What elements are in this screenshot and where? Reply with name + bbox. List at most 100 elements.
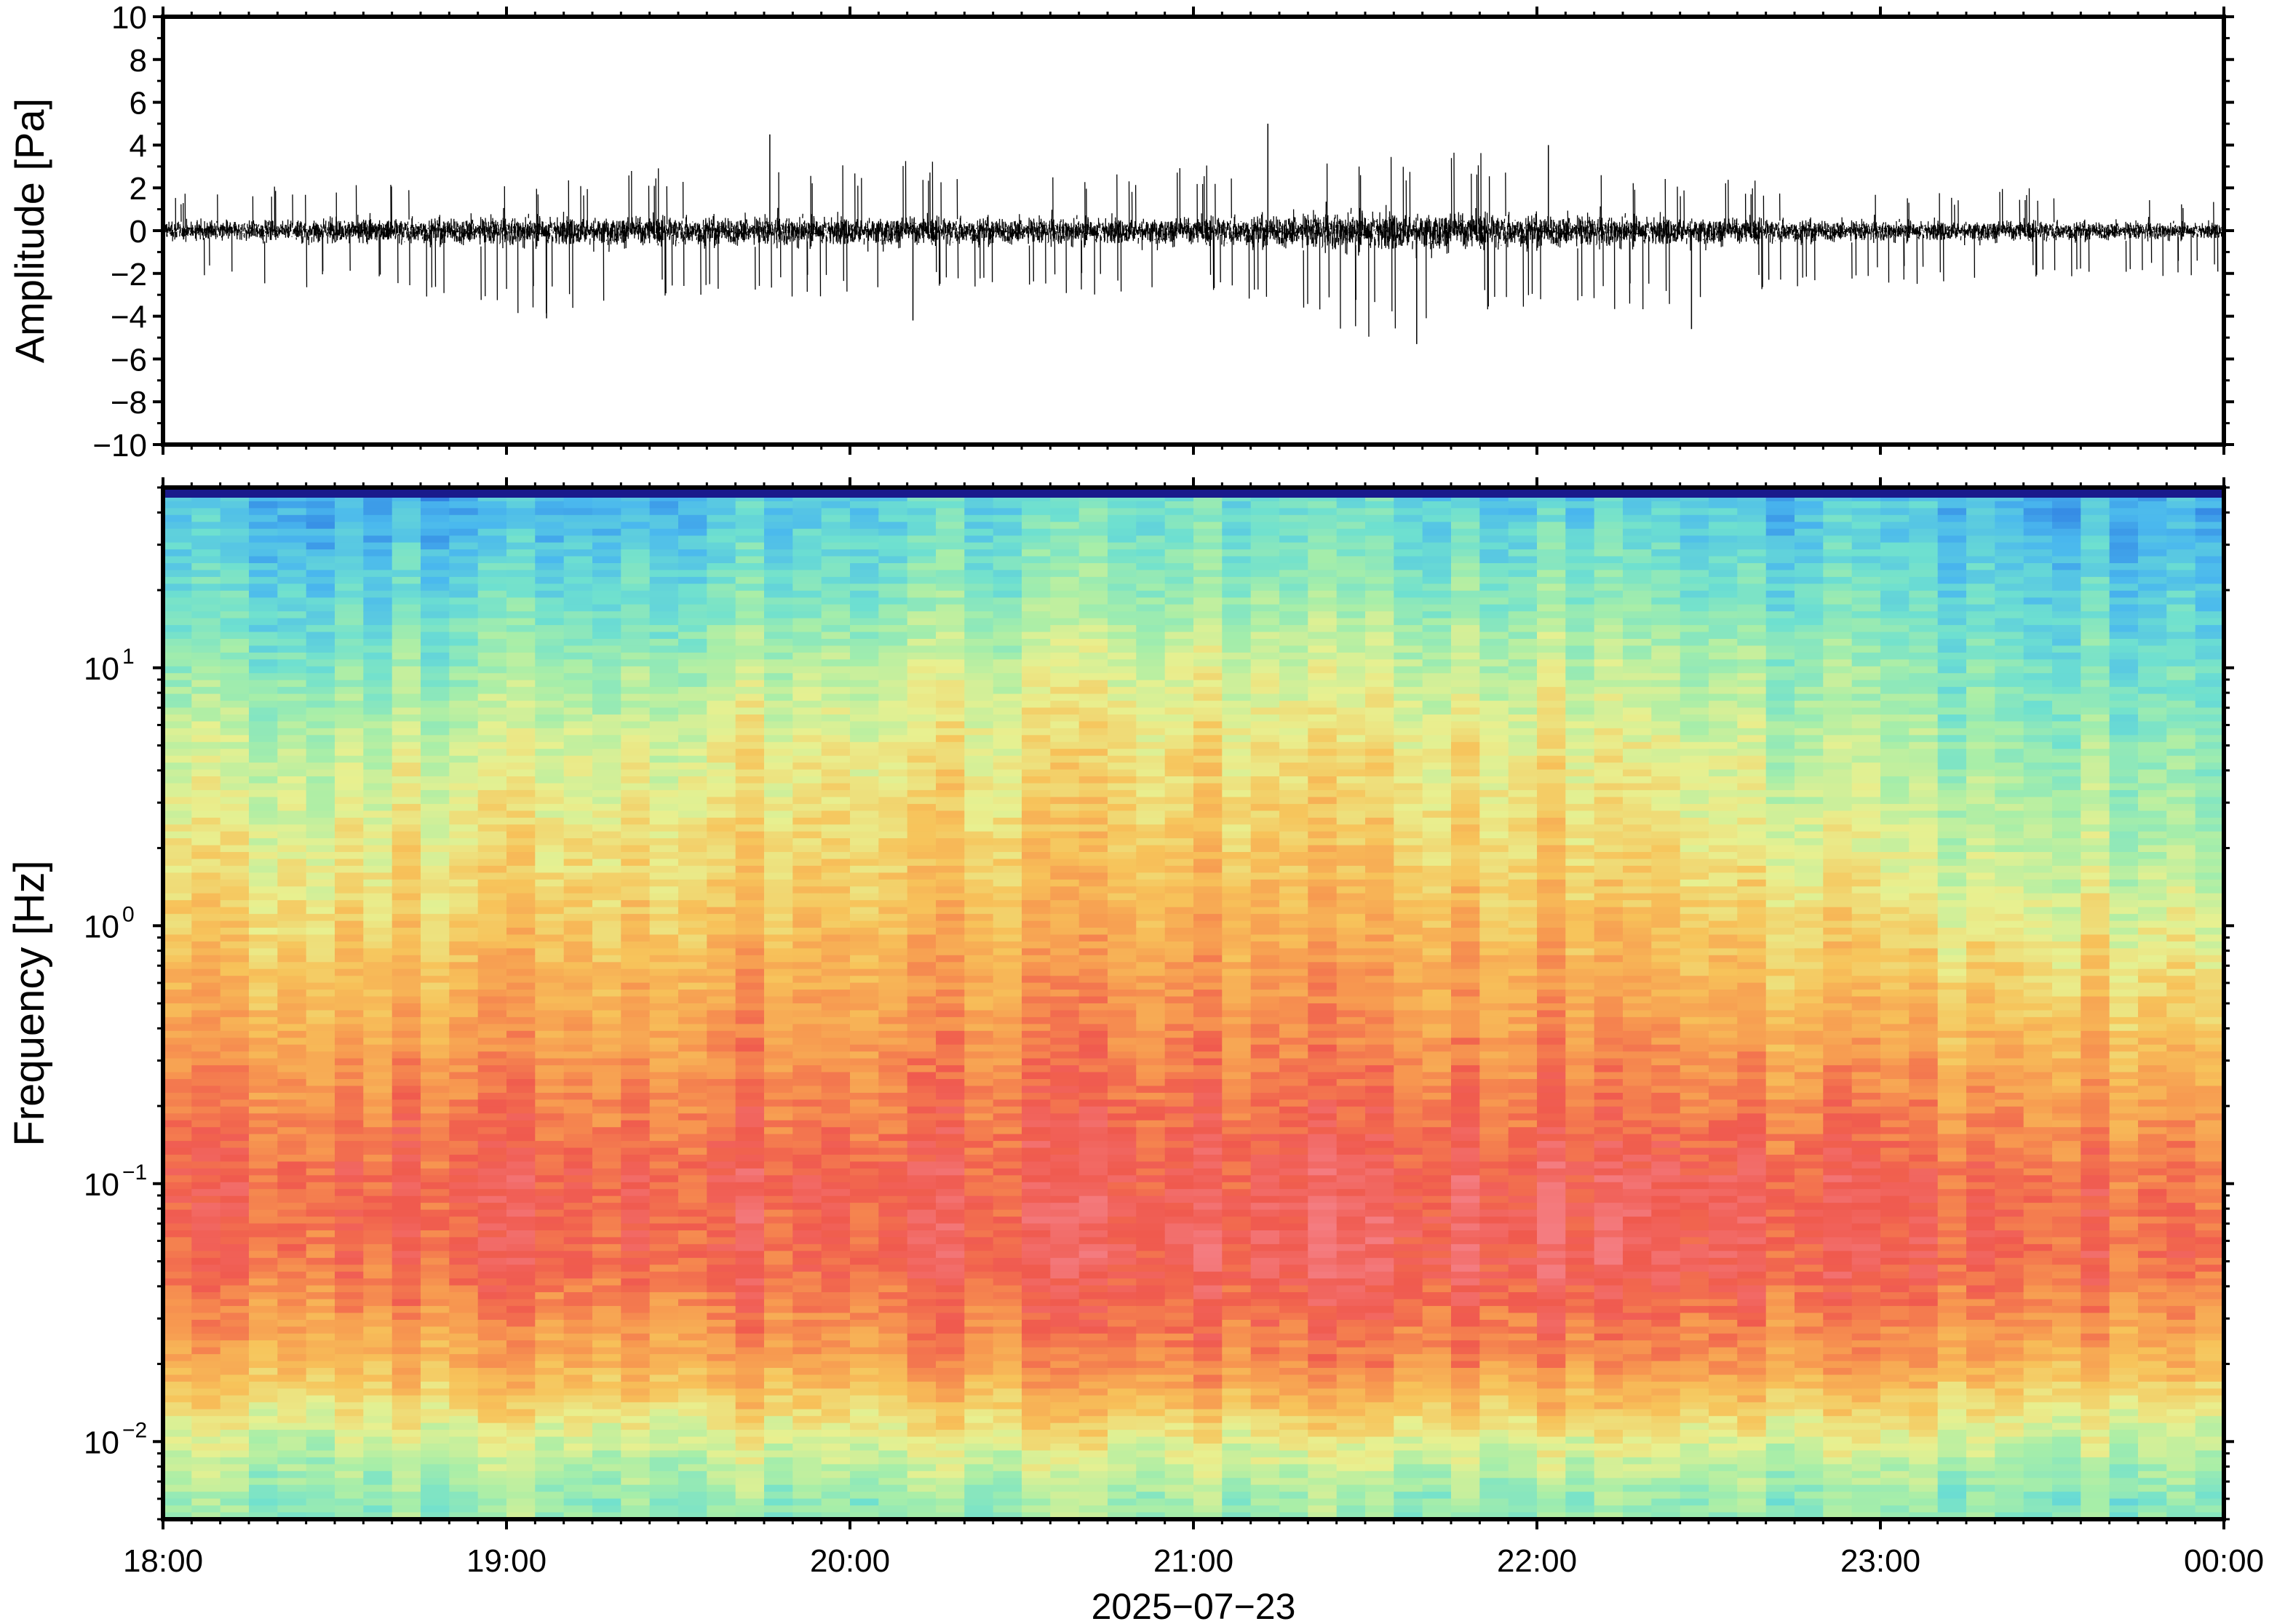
spectrogram-cell [764, 914, 794, 922]
spectrogram-cell [993, 1223, 1022, 1231]
spectrogram-cell [277, 1257, 307, 1266]
spectrogram-cell [649, 1195, 679, 1203]
spectrogram-cell [535, 907, 565, 915]
spectrogram-cell [821, 715, 851, 723]
spectrogram-cell [993, 1010, 1022, 1018]
spectrogram-cell [191, 1203, 221, 1211]
spectrogram-cell [1022, 934, 1052, 942]
spectrogram-cell [335, 920, 365, 928]
spectrogram-cell [649, 1030, 679, 1039]
spectrogram-cell [764, 715, 794, 723]
spectrogram-cell [277, 721, 307, 729]
spectrogram-cell [821, 576, 851, 585]
spectrogram-cell [993, 1484, 1022, 1492]
spectrogram-cell [878, 852, 908, 860]
spectrogram-cell [764, 1072, 794, 1080]
spectrogram-cell [850, 701, 880, 709]
spectrogram-cell [621, 522, 651, 530]
spectrogram-cell [821, 968, 851, 976]
spectrogram-cell [993, 659, 1022, 667]
spectrogram-cell [678, 996, 708, 1004]
spectrogram-cell [1050, 907, 1080, 915]
spectrogram-cell [506, 797, 536, 805]
spectrogram-cell [707, 872, 736, 880]
spectrogram-cell [850, 1265, 880, 1273]
spectrogram-cell [506, 1292, 536, 1300]
spectrogram-cell [907, 886, 937, 894]
spectrogram-cell [506, 549, 536, 557]
spectrogram-cell [707, 831, 736, 839]
spectrogram-cell [792, 549, 822, 557]
spectrogram-cell [707, 996, 736, 1004]
spectrogram-cell [1050, 797, 1080, 805]
spectrogram-cell [163, 741, 193, 750]
spectrogram-cell [621, 1484, 651, 1492]
spectrogram-cell [649, 1257, 679, 1266]
spectrogram-cell [392, 1313, 421, 1321]
spectrogram-cell [649, 907, 679, 915]
spectrogram-cell [792, 1492, 822, 1500]
spectrogram-cell [277, 1313, 307, 1321]
spectrogram-cell [649, 645, 679, 653]
spectrogram-cell [563, 955, 593, 963]
spectrogram-cell [621, 776, 651, 784]
spectrogram-cell [764, 1409, 794, 1417]
spectrogram-cell [850, 1010, 880, 1018]
spectrogram-cell [764, 618, 794, 626]
spectrogram-cell [993, 1065, 1022, 1073]
spectrogram-cell [363, 1044, 393, 1052]
spectrogram-cell [1022, 920, 1052, 928]
spectrogram-cell [678, 1484, 708, 1492]
spectrogram-cell [907, 1464, 937, 1472]
spectrogram-cell [392, 1484, 421, 1492]
spectrogram-cell [335, 556, 365, 564]
spectrogram-cell [678, 645, 708, 653]
spectrogram-cell [306, 1450, 335, 1458]
spectrogram-cell [506, 1436, 536, 1444]
spectrogram-cell [792, 1478, 822, 1486]
spectrogram-cell [477, 1271, 507, 1279]
spectrogram-cell [878, 1478, 908, 1486]
spectrogram-cell [792, 1319, 822, 1328]
spectrogram-cell [649, 687, 679, 695]
spectrogram-cell [191, 1195, 221, 1203]
spectrogram-cell [191, 1051, 221, 1059]
spectrogram-cell [621, 597, 651, 605]
spectrogram-cell [678, 1003, 708, 1011]
spectrogram-cell [449, 597, 479, 605]
spectrogram-cell [621, 1209, 651, 1217]
spectrogram-cell [220, 1209, 250, 1217]
spectrogram-cell [535, 659, 565, 667]
spectrogram-cell [850, 1072, 880, 1080]
spectrogram-cell [792, 1106, 822, 1115]
spectrogram-cell [421, 1195, 450, 1203]
spectrogram-cell [191, 1257, 221, 1266]
spectrogram-cell [363, 680, 393, 688]
spectrogram-cell [649, 893, 679, 901]
spectrogram-cell [878, 666, 908, 674]
spectrogram-cell [477, 1340, 507, 1348]
spectrogram-cell [936, 900, 966, 908]
spectrogram-cell [249, 1079, 279, 1087]
spectrogram-cell [964, 1065, 994, 1073]
spectrogram-cell [1050, 1278, 1080, 1286]
spectrogram-cell [392, 715, 421, 723]
spectrogram-cell [936, 673, 966, 681]
spectrogram-cell [964, 1271, 994, 1279]
spectrogram-cell [821, 1175, 851, 1183]
spectrogram-cell [964, 1505, 994, 1513]
spectrogram-cell [306, 920, 335, 928]
spectrogram-cell [363, 1319, 393, 1328]
spectrogram-cell [220, 1134, 250, 1142]
spectrogram-cell [506, 1106, 536, 1115]
spectrogram-cell [1050, 1044, 1080, 1052]
spectrogram-cell [191, 1505, 221, 1513]
spectrogram-cell [764, 831, 794, 839]
spectrogram-cell [764, 707, 794, 715]
spectrogram-cell [335, 1285, 365, 1293]
spectrogram-cell [249, 1340, 279, 1348]
spectrogram-cell [993, 741, 1022, 750]
spectrogram-cell [563, 1120, 593, 1128]
spectrogram-cell [878, 570, 908, 578]
